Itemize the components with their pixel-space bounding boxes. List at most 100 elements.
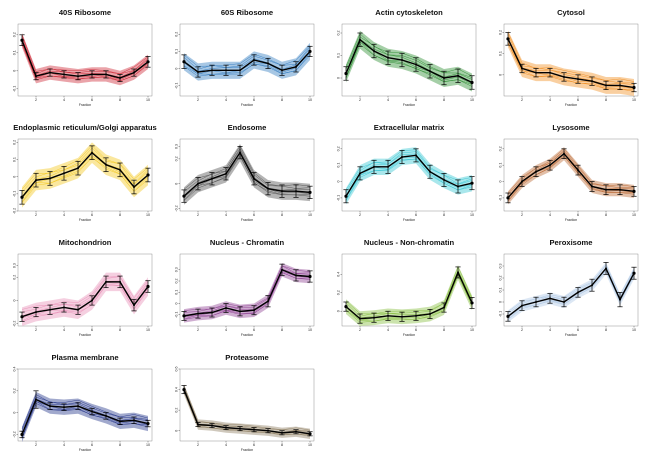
data-point <box>91 299 93 302</box>
plot-frame <box>341 23 477 97</box>
panel-title: 60S Ribosome <box>221 8 273 17</box>
member-profile-line <box>21 40 149 80</box>
x-tick-label: 10 <box>308 213 312 217</box>
data-point <box>506 314 510 318</box>
member-profile-line <box>21 285 149 322</box>
y-tick-label: -0.1 <box>13 86 17 92</box>
data-point <box>308 274 312 279</box>
series-spread-band <box>22 391 148 443</box>
y-tick-label: 0 <box>13 299 17 301</box>
series-spread-band <box>184 143 310 205</box>
y-tick-label: -0.2 <box>13 208 17 214</box>
y-tick-label: -0.2 <box>175 205 179 211</box>
data-point <box>281 190 283 193</box>
member-profile-line <box>21 36 149 75</box>
plot-frame <box>179 23 315 97</box>
data-point <box>373 316 375 319</box>
data-point <box>457 271 459 274</box>
member-profile-line <box>507 264 635 312</box>
y-tick-label: 0.2 <box>499 276 503 281</box>
data-point <box>49 71 51 74</box>
data-point <box>267 187 269 190</box>
data-point <box>146 284 150 289</box>
x-tick-label: 8 <box>443 98 445 102</box>
x-tick-label: 8 <box>119 213 121 217</box>
data-point <box>429 313 431 315</box>
member-profile-line <box>345 266 473 315</box>
data-point <box>387 56 389 59</box>
data-point <box>105 163 107 166</box>
data-point <box>591 284 593 287</box>
member-profile-line <box>183 385 311 431</box>
x-tick-label: 6 <box>91 213 93 217</box>
member-profile-line <box>183 48 311 72</box>
x-axis-label: Fraction <box>403 103 415 107</box>
panel-3: Cytosol 0 0.1 0.2 2 4 6 8 10 Fraction <box>499 8 639 107</box>
plot-frame <box>17 368 153 442</box>
plot-frame <box>17 253 153 327</box>
y-tick-label: 0 <box>499 74 503 76</box>
panel-title: Actin cytoskeleton <box>375 8 443 17</box>
member-profile-line <box>183 271 311 317</box>
member-profile-line <box>507 264 635 314</box>
member-profile-line <box>507 270 635 320</box>
member-profile-line <box>507 38 635 85</box>
member-profile-line <box>507 43 635 92</box>
data-point <box>521 304 523 307</box>
data-point <box>457 74 459 77</box>
data-point <box>359 38 361 41</box>
data-point <box>146 60 150 64</box>
data-point <box>20 432 24 437</box>
panel-13: Proteasome 0 0.2 0.4 0.6 2 4 6 8 10 Fraction <box>175 353 315 452</box>
data-point <box>77 308 79 311</box>
panel-11: Peroxisome -0.1 0 0.1 0.2 0.3 2 4 6 8 10 Fraction <box>499 238 639 337</box>
y-tick-label: 0.1 <box>13 157 17 162</box>
data-point <box>470 80 474 85</box>
data-point <box>401 59 403 61</box>
member-profile-line <box>21 282 149 318</box>
data-point <box>549 71 551 74</box>
data-point <box>225 69 227 72</box>
data-point <box>308 190 312 194</box>
y-tick-label: 0.1 <box>499 51 503 56</box>
x-tick-label: 8 <box>281 213 283 217</box>
mean-series-line <box>183 389 311 435</box>
data-point <box>91 73 93 76</box>
x-tick-label: 4 <box>387 213 389 217</box>
member-profile-line <box>183 268 311 316</box>
x-tick-label: 8 <box>119 98 121 102</box>
x-tick-label: 2 <box>197 328 199 332</box>
y-tick-label: 0.1 <box>175 49 179 54</box>
x-tick-label: 6 <box>577 213 579 217</box>
x-tick-label: 2 <box>197 213 199 217</box>
y-tick-label: 0.2 <box>175 32 179 37</box>
member-profile-line <box>21 150 149 197</box>
data-point <box>182 60 186 64</box>
panel-title: Lysosome <box>552 123 589 132</box>
data-point <box>239 151 241 154</box>
data-point <box>373 50 375 52</box>
y-tick-label: 0 <box>13 70 17 72</box>
member-profile-line <box>21 280 149 317</box>
mean-series-line <box>21 151 149 198</box>
member-profile-line <box>183 389 311 433</box>
x-tick-label: 10 <box>308 98 312 102</box>
x-tick-label: 2 <box>35 328 37 332</box>
data-point <box>521 67 523 70</box>
member-profile-line <box>21 396 149 431</box>
data-point <box>577 291 579 294</box>
member-profile-line <box>21 145 149 190</box>
panel-9: Nucleus - Chromatin -0.1 0 0.1 0.2 0.3 2 4 6 8 10 F… <box>175 238 315 337</box>
panel-0: 40S Ribosome -0.1 0 0.1 0.2 2 4 6 8 10 Fraction <box>13 8 153 107</box>
x-tick-label: 8 <box>119 443 121 447</box>
member-profile-line <box>345 269 473 317</box>
x-tick-label: 10 <box>146 98 150 102</box>
data-point <box>211 311 213 314</box>
x-tick-label: 10 <box>632 328 636 332</box>
y-tick-label: 0.2 <box>175 408 179 413</box>
member-profile-line <box>345 151 473 193</box>
data-point <box>295 190 297 193</box>
member-profile-line <box>345 156 473 198</box>
member-profile-line <box>345 38 473 80</box>
panel-title: Endoplasmic reticulum/Golgi apparatus <box>13 123 156 132</box>
